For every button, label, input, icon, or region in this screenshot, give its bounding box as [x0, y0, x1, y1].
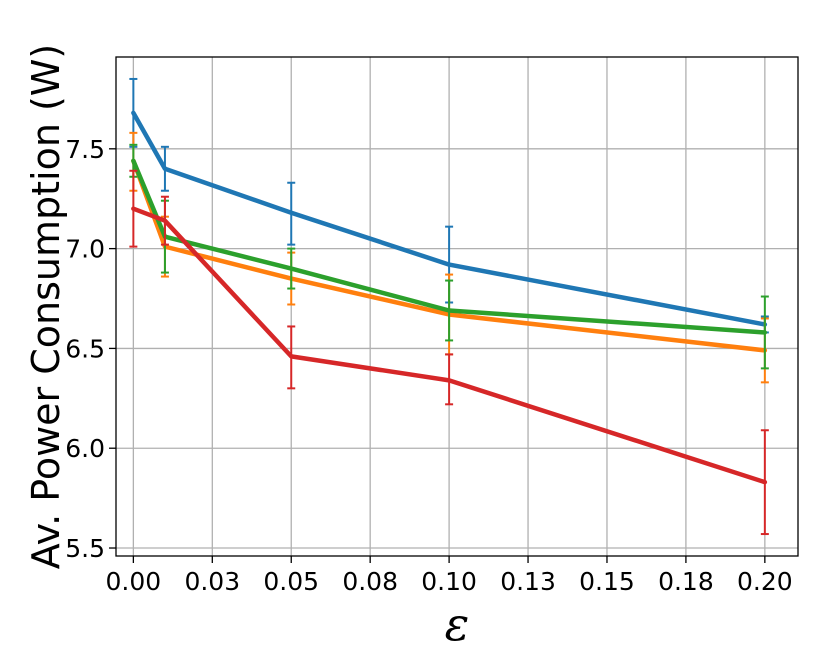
y-tick-label: 7.0: [65, 235, 105, 264]
x-tick-label: 0.15: [579, 567, 635, 596]
x-tick-label: 0.03: [184, 567, 240, 596]
series-4: [129, 169, 769, 536]
y-tick-label: 6.5: [65, 334, 105, 363]
plot-frame: [115, 56, 799, 557]
x-tick-label: 0.00: [106, 567, 162, 596]
x-tick-label: 0.13: [500, 567, 556, 596]
x-tick-label: 0.20: [737, 567, 793, 596]
x-tick-label: 0.10: [421, 567, 477, 596]
series-1: [129, 77, 769, 334]
y-tick-label: 6.0: [65, 434, 105, 463]
y-tick-label: 5.5: [65, 534, 105, 563]
grid: [116, 57, 798, 556]
y-tick-label: 7.5: [65, 135, 105, 164]
x-axis-label: ε: [445, 597, 470, 651]
axes: 0.00 0.03 0.05 0.08 0.10 0.13 0.15 0.18 0.20 5.5 6…: [65, 135, 792, 596]
x-tick-label: 0.05: [263, 567, 319, 596]
x-tick-label: 0.08: [342, 567, 398, 596]
series-layer: [129, 77, 769, 536]
y-axis-label: Av. Power Consumption (W): [24, 44, 68, 569]
x-tick-label: 0.18: [658, 567, 714, 596]
